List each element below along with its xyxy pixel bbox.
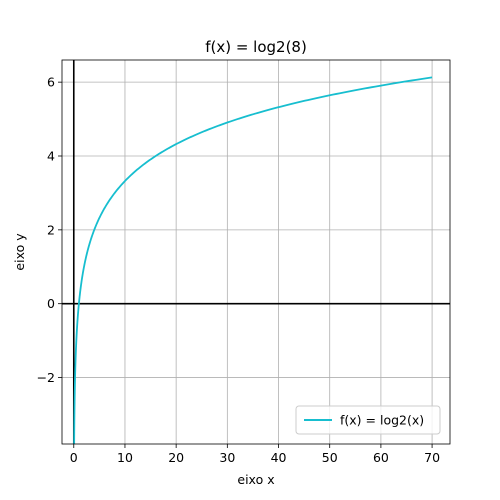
x-tick-label: 70 [424,450,440,465]
y-tick-label: 4 [47,149,55,164]
x-axis-label: eixo x [237,472,274,487]
series-layer [73,76,433,444]
y-tick-label: 2 [47,222,55,237]
x-tick-label: 10 [117,450,133,465]
legend-box [295,405,441,435]
plot-frame [61,59,451,445]
y-tick-label: −2 [37,370,55,385]
x-tick-label: 40 [271,450,287,465]
x-tick-label: 50 [322,450,338,465]
x-tick-label: 30 [219,450,235,465]
tick-layer: 0 10 20 30 40 50 60 70 −2 0 2 4 6 [37,75,441,465]
y-tick-label: 6 [47,75,55,90]
chart-title: f(x) = log2(8) [205,38,307,56]
reference-lines [62,60,450,444]
y-axis-label: eixo y [12,233,27,271]
y-tick-label: 0 [47,296,55,311]
legend: f(x) = log2(x) [295,405,441,435]
x-tick-label: 60 [373,450,389,465]
series-line-log2 [73,76,433,444]
x-tick-label: 20 [168,450,184,465]
x-tick-label: 0 [70,450,78,465]
legend-label: f(x) = log2(x) [340,413,424,428]
